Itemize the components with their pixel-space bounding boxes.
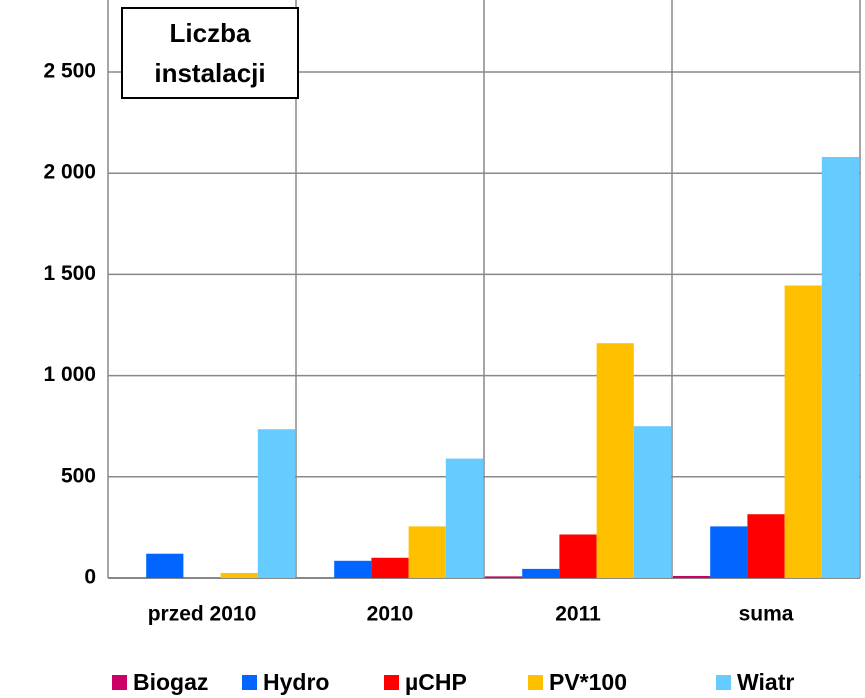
legend-label: PV*100 (549, 669, 627, 695)
bar (408, 526, 446, 578)
legend-swatch (384, 675, 399, 690)
chart-title: instalacji (154, 58, 265, 88)
y-tick-label: 2 000 (43, 161, 96, 184)
x-tick-label: 2010 (367, 603, 414, 626)
bar (220, 572, 258, 578)
bar (485, 576, 523, 578)
bar (673, 575, 711, 578)
title-box (121, 7, 299, 99)
legend-label: Wiatr (737, 669, 794, 695)
legend-swatch (716, 675, 731, 690)
x-tick-label: suma (739, 603, 794, 626)
bar (747, 514, 785, 578)
legend-swatch (242, 675, 257, 690)
bar (821, 157, 859, 578)
bar (371, 557, 409, 578)
x-tick-label: przed 2010 (148, 603, 257, 626)
x-tick-label: 2011 (555, 603, 601, 626)
bars (146, 157, 859, 578)
chart-title: Liczba (170, 18, 251, 48)
y-tick-label: 2 500 (43, 60, 96, 83)
legend-swatch (528, 675, 543, 690)
legend-label: µCHP (405, 669, 467, 695)
bar (334, 560, 372, 578)
y-tick-label: 1 000 (43, 363, 96, 386)
bar (559, 534, 597, 578)
legend-swatch (112, 675, 127, 690)
y-tick-label: 0 (84, 566, 96, 589)
bar (633, 426, 671, 578)
y-tick-label: 1 500 (43, 262, 96, 285)
bar (710, 526, 748, 578)
legend-label: Hydro (263, 669, 329, 695)
legend-label: Biogaz (133, 669, 208, 695)
bar (445, 458, 483, 578)
bar (257, 429, 295, 578)
bar (596, 343, 634, 578)
bar (784, 285, 822, 578)
y-tick-label: 500 (61, 464, 96, 487)
bar (522, 568, 560, 578)
bar (146, 553, 184, 578)
